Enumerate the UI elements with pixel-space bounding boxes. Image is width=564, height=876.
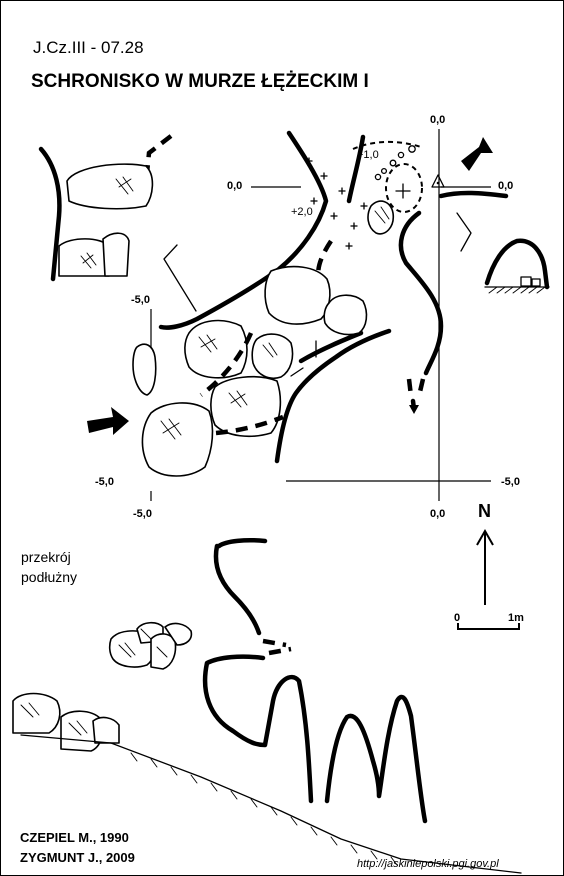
level-left-bottom: -5,0 [95,476,114,488]
north-label: N [478,501,491,521]
section-label-line2: podłużny [21,569,77,585]
source-url-link[interactable]: http://jaskiniepolski.pgi.gov.pl [357,858,499,870]
level-plus-two: +2,0 [291,206,313,218]
level-left-top: -5,0 [131,294,150,306]
scale-bar [457,623,520,630]
entrance-arrow-upper-icon [461,137,493,171]
cave-code: J.Cz.III - 07.28 [33,38,144,57]
cross-section-right [484,238,550,294]
cave-plan [158,130,509,464]
level-plus-one: +1,0 [357,149,379,161]
north-arrow-icon [476,528,494,605]
entrance-arrow-lower-icon [87,407,129,435]
author-line-1: CZEPIEL M., 1990 [20,830,129,845]
cross-section-left [38,134,173,282]
scale-start-label: 0 [454,612,460,624]
section-label-line1: przekrój [21,549,71,565]
scale-end-label: 1m [508,612,524,624]
section-markers [163,212,472,312]
longitudinal-section [12,537,522,874]
boulders [132,265,368,477]
author-line-2: ZYGMUNT J., 2009 [20,850,135,865]
level-left-bottom-2: -5,0 [133,508,152,520]
cave-title: SCHRONISKO W MURZE ŁĘŻECKIM I [31,71,369,92]
level-right-bottom: -5,0 [501,476,520,488]
level-left-mid: 0,0 [227,180,242,192]
level-top-center: 0,0 [430,114,445,126]
level-right-mid: 0,0 [498,180,513,192]
level-bottom-center: 0,0 [430,508,445,520]
